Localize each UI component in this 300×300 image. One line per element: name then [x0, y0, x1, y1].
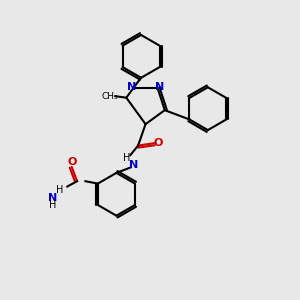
Text: O: O: [154, 138, 163, 148]
Text: CH₃: CH₃: [102, 92, 118, 101]
Text: N: N: [129, 160, 138, 170]
Text: H: H: [49, 200, 56, 210]
Text: N: N: [127, 82, 136, 92]
Text: H: H: [56, 184, 63, 194]
Text: O: O: [67, 157, 76, 167]
Text: H: H: [123, 153, 130, 163]
Text: N: N: [155, 82, 164, 92]
Text: N: N: [48, 193, 57, 203]
